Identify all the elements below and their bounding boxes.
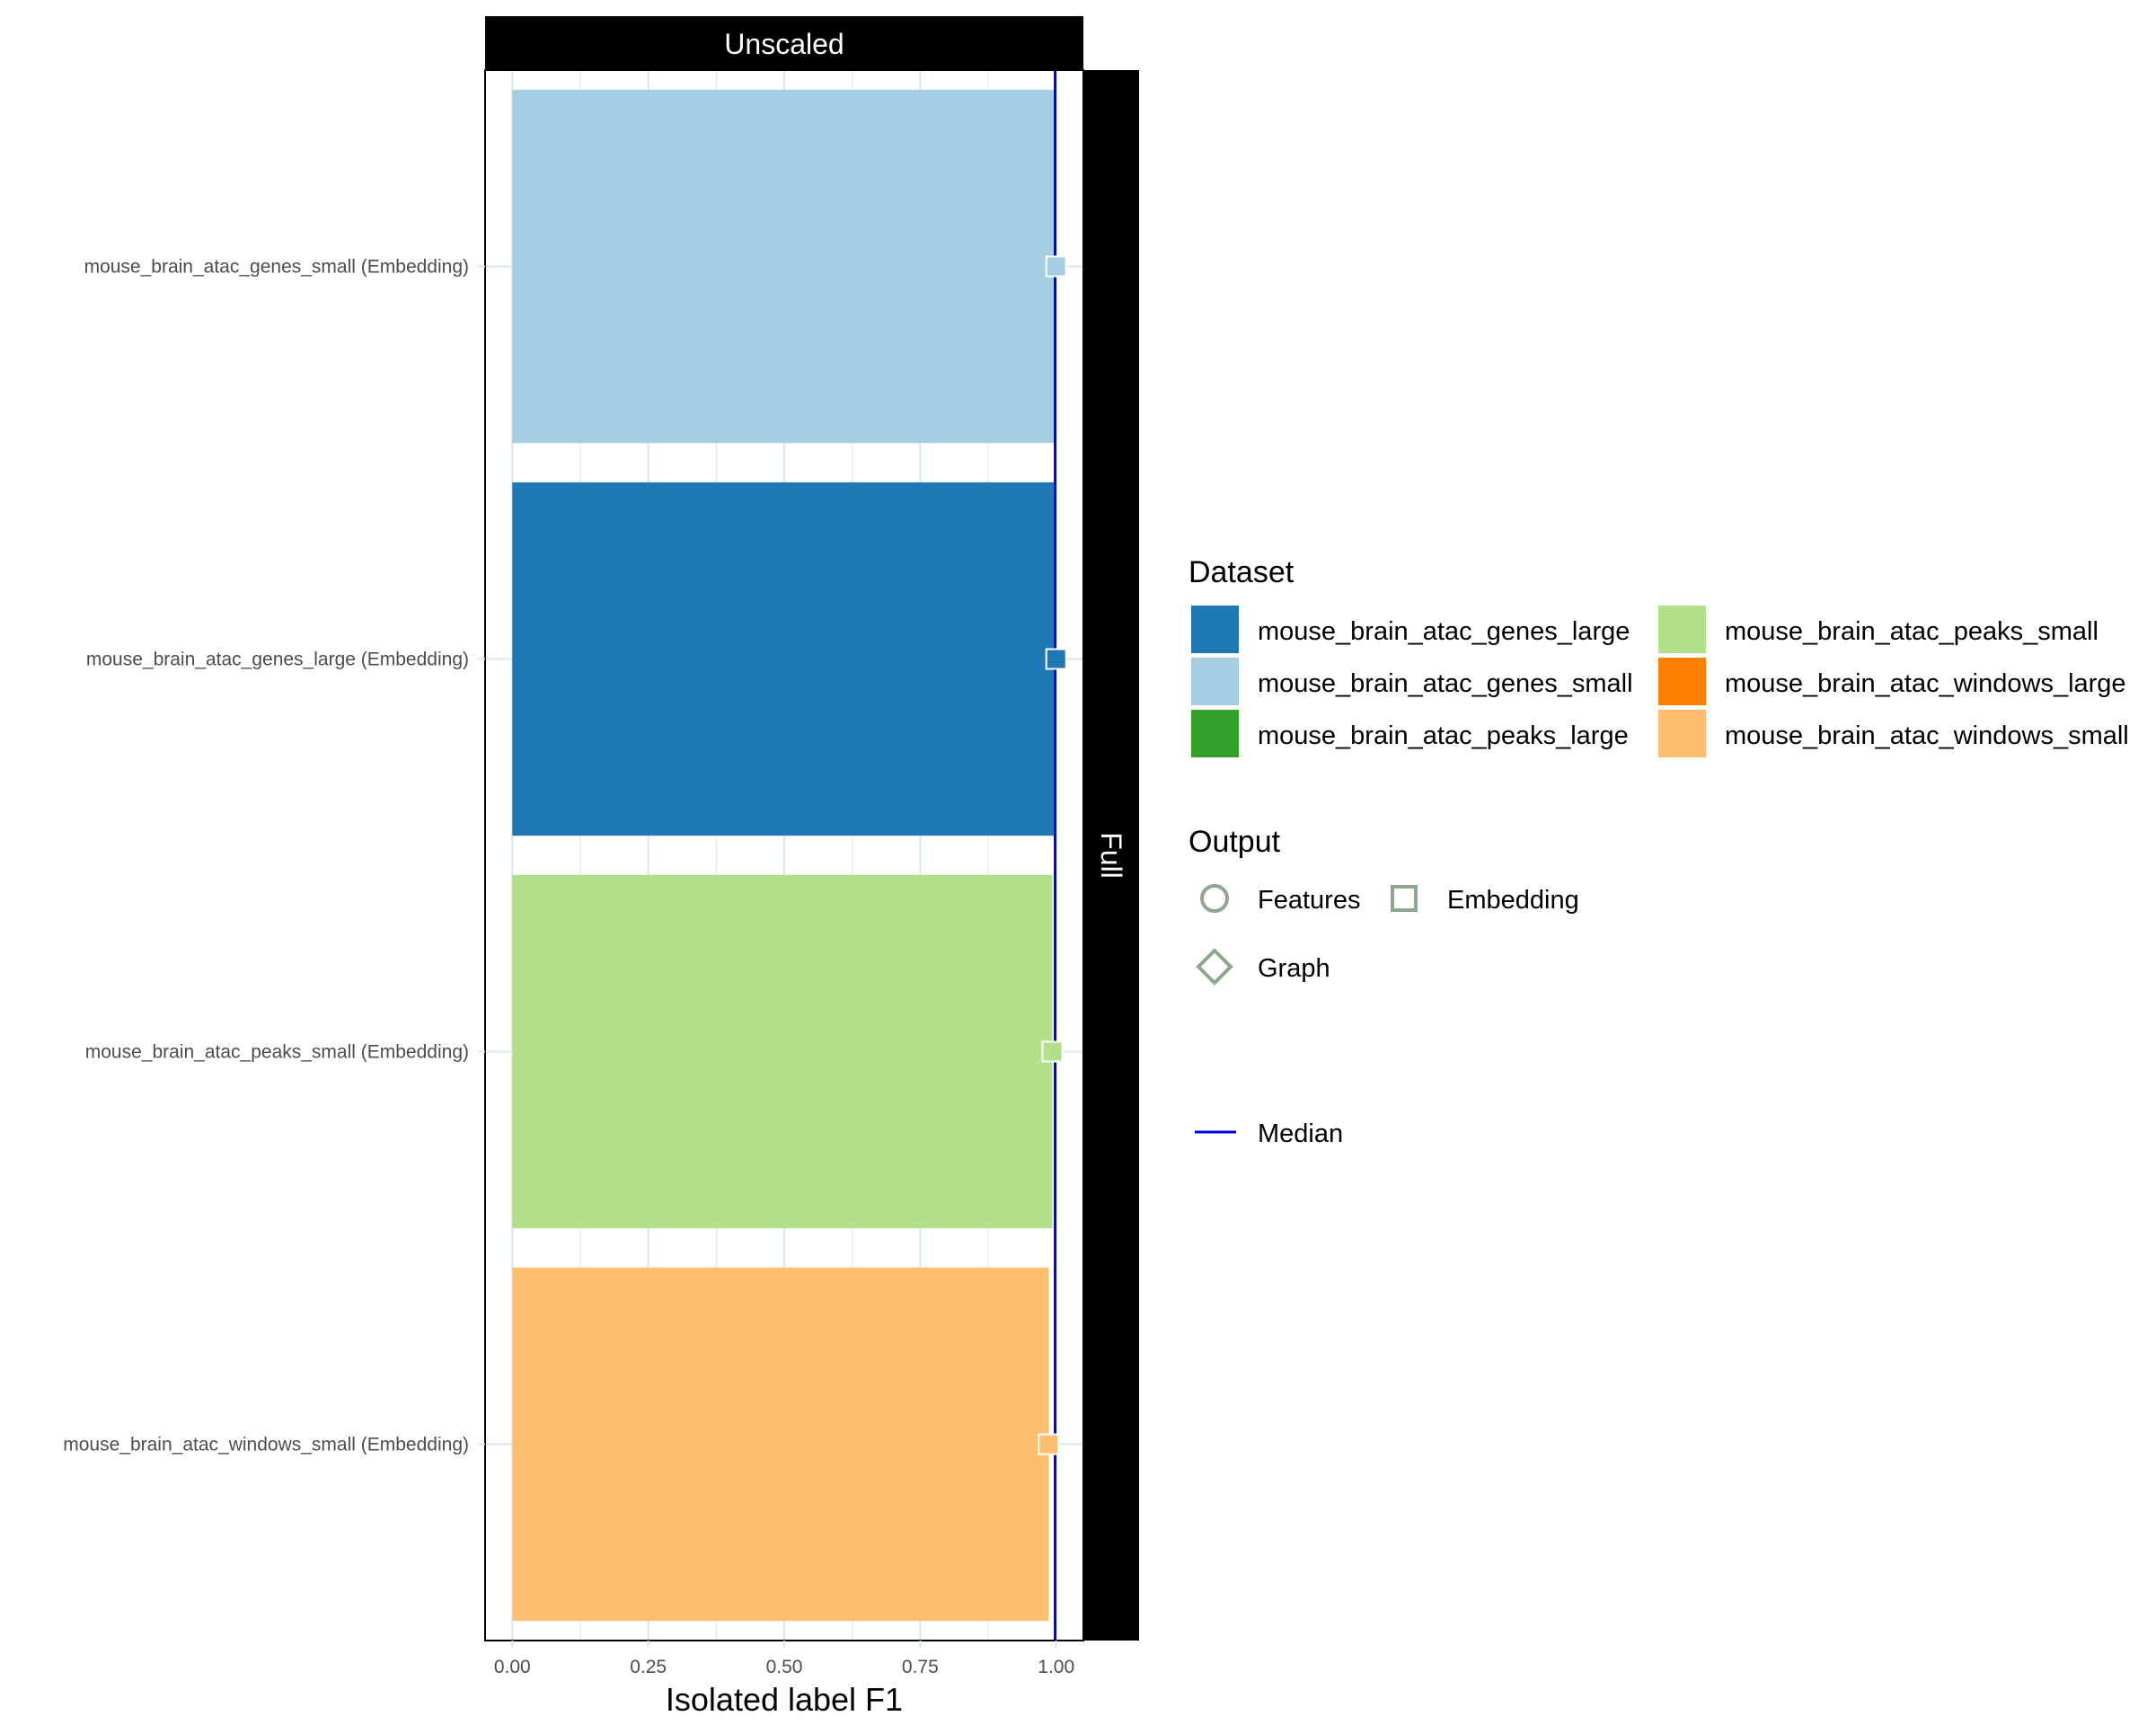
x-axis: 0.00 0.25 0.50 0.75 1.00 [494, 1641, 1074, 1677]
legend-shape-diamond [1196, 948, 1233, 986]
y-tick-label: mouse_brain_atac_genes_small (Embedding) [84, 257, 469, 278]
legend-output-item: Features [1200, 884, 1360, 915]
marker-embedding [1045, 648, 1067, 670]
marker-embedding [1038, 1433, 1060, 1455]
legend-dataset-title: Dataset [1188, 555, 1294, 589]
legend-output-items: Features Embedding Graph [1196, 884, 1579, 986]
legend-shape-circle [1200, 884, 1229, 913]
legend: Dataset mouse_brain_atac_genes_largemous… [1188, 555, 2129, 1148]
legend-dataset-label: mouse_brain_atac_windows_large [1725, 669, 2126, 698]
legend-median-label: Median [1258, 1119, 1343, 1148]
marker-embedding [1045, 255, 1067, 278]
legend-dataset-swatch [1189, 708, 1241, 759]
bar [512, 89, 1056, 444]
legend-output-item: Graph [1196, 948, 1330, 986]
legend-dataset-swatch [1657, 604, 1708, 655]
legend-dataset-swatch [1657, 656, 1708, 707]
legend-dataset-item: mouse_brain_atac_genes_large [1189, 604, 1630, 655]
bars [512, 89, 1056, 1622]
facet-strip-right-bg [1083, 70, 1139, 1641]
facet-strip-right: Full [1083, 70, 1139, 1641]
legend-output-label: Features [1258, 886, 1360, 915]
legend-dataset-swatch [1189, 604, 1241, 655]
marker-embedding [1041, 1040, 1064, 1063]
y-tick-label: mouse_brain_atac_peaks_small (Embedding) [85, 1042, 469, 1063]
legend-dataset-label: mouse_brain_atac_windows_small [1725, 721, 2129, 750]
legend-output-label: Embedding [1447, 886, 1579, 915]
y-tick-label: mouse_brain_atac_windows_small (Embeddin… [63, 1435, 469, 1455]
legend-dataset-items: mouse_brain_atac_genes_large mouse_brain_… [1189, 604, 2129, 759]
legend-dataset-item: mouse_brain_atac_genes_small [1189, 656, 1633, 707]
legend-shape-square [1391, 885, 1418, 912]
legend-dataset-label: mouse_brain_atac_peaks_small [1725, 617, 2099, 646]
bar [512, 1267, 1049, 1622]
legend-dataset-item: mouse_brain_atac_peaks_small [1657, 604, 2099, 655]
legend-dataset-item: mouse_brain_atac_peaks_large [1189, 708, 1629, 759]
legend-dataset-label: mouse_brain_atac_genes_large [1258, 617, 1630, 646]
legend-dataset-item: mouse_brain_atac_windows_small [1657, 708, 2129, 759]
markers [1038, 255, 1067, 1455]
bar [512, 482, 1056, 836]
facet-strip-right-label: Full [1095, 832, 1127, 879]
x-tick-label: 0.50 [766, 1657, 803, 1677]
x-tick-label: 0.75 [902, 1657, 939, 1677]
legend-dataset-item: mouse_brain_atac_windows_large [1657, 656, 2126, 707]
facet-strip-top-label: Unscaled [724, 28, 844, 60]
legend-dataset-swatch [1657, 708, 1708, 759]
x-tick-label: 0.25 [630, 1657, 667, 1677]
y-tick-label: mouse_brain_atac_genes_large (Embedding) [86, 650, 469, 670]
y-axis: mouse_brain_atac_genes_small (Embedding)… [63, 257, 485, 1455]
bar [512, 874, 1053, 1229]
legend-output-item: Embedding [1391, 885, 1579, 915]
x-tick-label: 1.00 [1038, 1657, 1074, 1677]
facet-strip-top-bg [485, 16, 1083, 70]
legend-dataset-label: mouse_brain_atac_peaks_large [1258, 721, 1629, 750]
facet-strip-top: Unscaled [485, 16, 1083, 70]
legend-dataset-label: mouse_brain_atac_genes_small [1258, 669, 1633, 698]
legend-output-title: Output [1188, 825, 1281, 859]
legend-output-label: Graph [1258, 954, 1330, 983]
x-tick-label: 0.00 [494, 1657, 531, 1677]
x-axis-title: Isolated label F1 [666, 1681, 903, 1718]
plot-panel [484, 69, 1084, 1641]
legend-dataset-swatch [1189, 656, 1241, 707]
